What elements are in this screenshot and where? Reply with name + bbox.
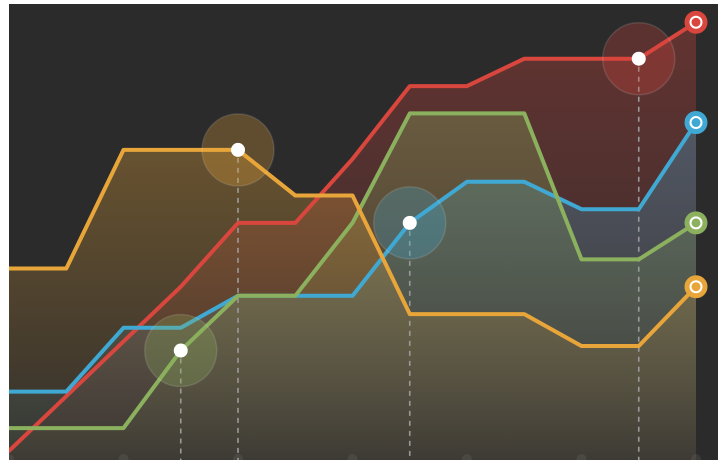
series-end-dot <box>691 282 701 292</box>
highlight-ring <box>144 313 218 388</box>
series-end-dot <box>691 118 701 128</box>
highlight-ring <box>201 113 275 187</box>
series-line <box>9 111 698 431</box>
series-end-dot <box>691 17 701 27</box>
series-lines <box>9 20 698 453</box>
data-point-marker <box>231 142 245 157</box>
highlight-markers <box>144 21 676 388</box>
data-point-marker <box>173 343 188 358</box>
data-point-marker <box>402 215 417 230</box>
drop-lines <box>179 66 640 460</box>
data-point-marker <box>631 51 646 66</box>
line-chart <box>9 4 718 460</box>
series-fills <box>9 22 701 460</box>
highlight-ring <box>602 21 676 96</box>
series-end-dot <box>691 218 701 228</box>
highlight-ring <box>373 186 447 260</box>
series-line <box>9 147 698 348</box>
series-line <box>9 120 698 394</box>
series-end-markers <box>684 10 708 299</box>
chart-canvas <box>9 10 708 460</box>
series-line <box>9 20 698 453</box>
